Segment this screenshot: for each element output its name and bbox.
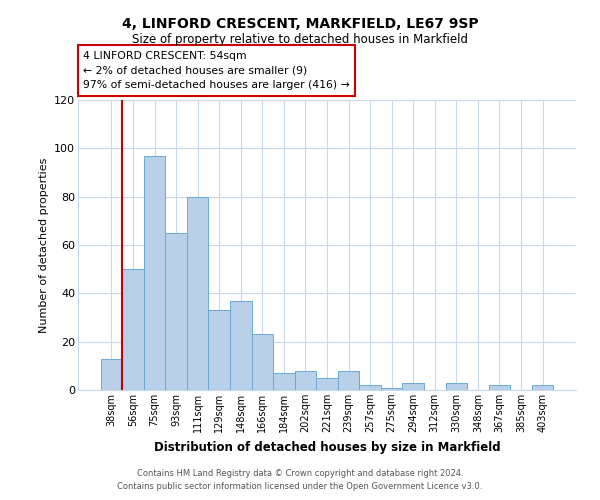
- Bar: [403, 383, 424, 390]
- Text: 4, LINFORD CRESCENT, MARKFIELD, LE67 9SP: 4, LINFORD CRESCENT, MARKFIELD, LE67 9SP: [122, 18, 478, 32]
- Bar: [251, 334, 273, 390]
- Bar: [187, 196, 208, 390]
- X-axis label: Distribution of detached houses by size in Markfield: Distribution of detached houses by size …: [154, 440, 500, 454]
- Bar: [208, 310, 230, 390]
- Bar: [488, 385, 510, 390]
- Bar: [381, 388, 403, 390]
- Bar: [144, 156, 166, 390]
- Bar: [316, 378, 338, 390]
- Bar: [359, 385, 381, 390]
- Y-axis label: Number of detached properties: Number of detached properties: [38, 158, 49, 332]
- Bar: [273, 373, 295, 390]
- Text: Contains public sector information licensed under the Open Government Licence v3: Contains public sector information licen…: [118, 482, 482, 491]
- Text: 4 LINFORD CRESCENT: 54sqm
← 2% of detached houses are smaller (9)
97% of semi-de: 4 LINFORD CRESCENT: 54sqm ← 2% of detach…: [83, 50, 350, 90]
- Bar: [338, 370, 359, 390]
- Bar: [295, 370, 316, 390]
- Bar: [230, 300, 251, 390]
- Bar: [122, 269, 144, 390]
- Text: Size of property relative to detached houses in Markfield: Size of property relative to detached ho…: [132, 32, 468, 46]
- Text: Contains HM Land Registry data © Crown copyright and database right 2024.: Contains HM Land Registry data © Crown c…: [137, 468, 463, 477]
- Bar: [166, 233, 187, 390]
- Bar: [101, 358, 122, 390]
- Bar: [446, 383, 467, 390]
- Bar: [532, 385, 553, 390]
